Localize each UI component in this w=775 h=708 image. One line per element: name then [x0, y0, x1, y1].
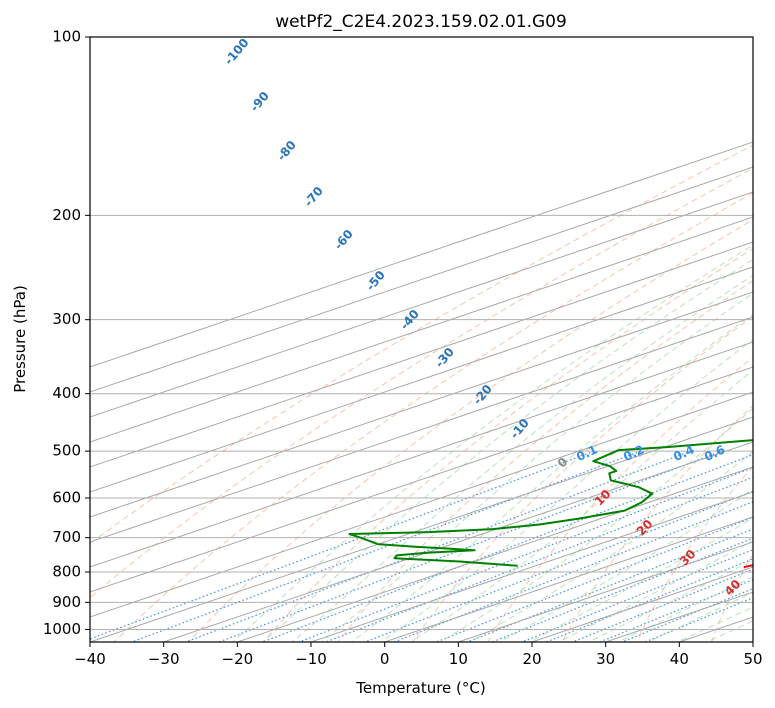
moist-adiabat-line	[557, 540, 753, 642]
dry-adiabat-line	[113, 192, 753, 642]
x-tick-label: −30	[148, 650, 180, 668]
isotherm-line	[90, 416, 753, 642]
x-tick-label: 20	[522, 650, 541, 668]
isotherm-line	[384, 516, 753, 642]
x-tick-label: −20	[222, 650, 254, 668]
isotherm-line	[90, 391, 753, 618]
chart-title: wetPf2_C2E4.2023.159.02.01.G09	[275, 12, 567, 32]
x-tick-label: −40	[74, 650, 106, 668]
y-axis-title: Pressure (hPa)	[11, 285, 29, 393]
mixing-ratio-line	[544, 558, 753, 642]
mixing-ratio-line	[434, 516, 753, 642]
y-tick-label: 800	[52, 563, 81, 581]
mixing-ratio-line	[363, 490, 753, 642]
moist-adiabat-line	[409, 369, 753, 642]
mixing-ratio-line	[217, 450, 722, 642]
sounding-profiles	[348, 439, 753, 569]
x-tick-label: −10	[295, 650, 327, 668]
isotherm-line	[752, 641, 753, 642]
moist-adiabat-line	[498, 488, 753, 642]
dry-adiabat-line	[90, 144, 753, 544]
dry-adiabat-line	[90, 167, 753, 599]
dewpoint-profile	[348, 439, 753, 567]
axes: −40 −30 −20 −10 0 10 20 30 40 50 100 200 300 400 500 60…	[43, 28, 763, 669]
plot-background	[90, 37, 753, 642]
moist-adiabat-line	[469, 450, 753, 642]
mixing-ratio-line	[465, 528, 753, 642]
isotherm-line	[90, 141, 753, 368]
y-tick-label: 200	[52, 206, 81, 224]
isotherm-line	[90, 316, 753, 543]
dry-adiabat-line	[711, 553, 753, 642]
moist-adiabat-line	[380, 338, 753, 642]
y-tick-label: 300	[52, 310, 81, 328]
isotherm-line	[90, 241, 753, 468]
moist-adiabat-line	[350, 313, 753, 642]
dry-adiabat-line	[337, 279, 753, 642]
isotherm-line	[90, 341, 753, 568]
x-tick-label: 50	[743, 650, 762, 668]
moist-adiabat-line	[261, 258, 753, 642]
x-tick-label: 0	[380, 650, 390, 668]
y-tick-label: 900	[52, 593, 81, 611]
mixing-ratio-line	[598, 579, 753, 642]
y-tick-label: 400	[52, 384, 81, 402]
moist-adiabat-line	[439, 407, 753, 642]
isotherm-line	[163, 441, 753, 642]
y-tick-label: 500	[52, 442, 81, 460]
isotherm-line	[90, 291, 753, 518]
isotherm-line	[90, 366, 753, 593]
y-tick-label: 100	[52, 28, 81, 46]
isotherm-line	[237, 466, 753, 642]
moist-adiabat-line	[320, 292, 753, 642]
plot-frame	[89, 36, 754, 643]
x-tick-label: 10	[449, 650, 468, 668]
moist-adiabat-line	[291, 274, 753, 642]
isotherm-line	[90, 191, 753, 418]
isotherm-line	[90, 166, 753, 393]
x-tick-label: 30	[596, 650, 615, 668]
isotherm-line	[310, 491, 753, 642]
moist-adiabat-line	[232, 244, 753, 642]
dry-adiabat-line	[262, 247, 753, 642]
dry-adiabat-line	[561, 404, 753, 642]
x-axis-title: Temperature (°C)	[355, 679, 485, 697]
background-lines	[90, 37, 753, 642]
y-tick-label: 600	[52, 489, 81, 507]
isotherm-line	[90, 216, 753, 443]
y-tick-label: 700	[52, 528, 81, 546]
mixing-ratio-line	[490, 537, 753, 642]
dry-adiabat-line	[412, 315, 753, 642]
y-tick-label: 1000	[43, 620, 81, 638]
dry-adiabat-line	[188, 218, 753, 642]
isotherm-line	[90, 266, 753, 493]
x-tick-label: 40	[670, 650, 689, 668]
moist-adiabat-line	[587, 559, 753, 642]
